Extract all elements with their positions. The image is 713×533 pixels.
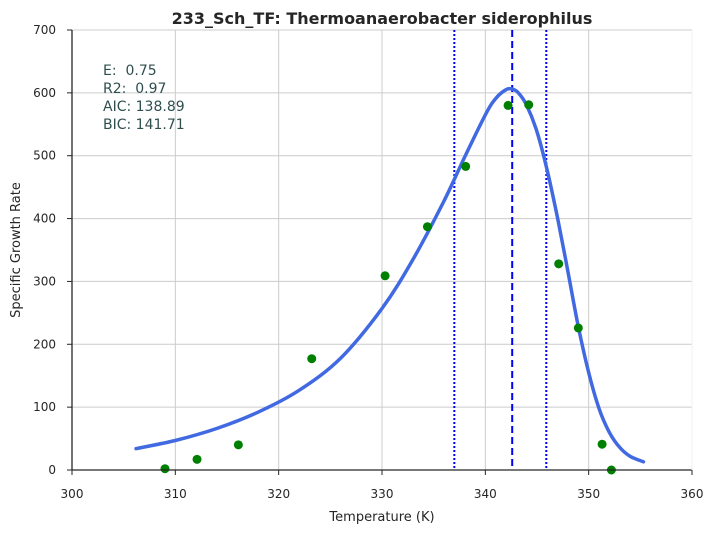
y-axis-label: Specific Growth Rate: [9, 182, 24, 318]
x-tick-label: 320: [267, 487, 290, 501]
data-point: [307, 354, 317, 364]
fit-statistic: AIC: 138.89: [103, 99, 185, 115]
x-tick-label: 330: [371, 487, 394, 501]
data-point: [503, 100, 513, 110]
grid: [72, 29, 692, 470]
y-tick-label: 100: [33, 400, 56, 414]
fit-series: [134, 86, 646, 464]
y-tick-label: 0: [48, 463, 56, 477]
data-point: [380, 271, 390, 281]
x-tick-label: 360: [681, 487, 704, 501]
fit-statistic: R2: 0.97: [103, 81, 166, 97]
y-tick-label: 500: [33, 149, 56, 163]
data-point: [192, 454, 202, 464]
x-tick-label: 350: [577, 487, 600, 501]
y-tick-label: 400: [33, 212, 56, 226]
y-tick-label: 200: [33, 337, 56, 351]
data-point: [554, 259, 564, 269]
fit-statistic: E: 0.75: [103, 63, 157, 79]
reference-lines: [453, 30, 548, 470]
x-tick-label: 300: [61, 487, 84, 501]
x-axis-label: Temperature (K): [328, 510, 434, 525]
data-point: [524, 100, 534, 110]
axes: [67, 29, 693, 475]
fit-statistics: E: 0.75 R2: 0.97 AIC: 138.89 BIC: 141.71: [103, 63, 185, 133]
x-tick-label: 310: [164, 487, 187, 501]
data-point: [461, 161, 471, 171]
tick-labels: 300 310 320 330 340 350 360 0 100 200 300 400 500 600…: [33, 23, 703, 501]
data-point: [160, 464, 170, 474]
data-point: [597, 439, 607, 449]
data-point: [422, 222, 432, 232]
data-point: [573, 323, 583, 333]
fit-curve: [134, 86, 646, 464]
data-point: [233, 440, 243, 450]
y-tick-label: 700: [33, 23, 56, 37]
x-tick-label: 340: [474, 487, 497, 501]
chart-title: 233_Sch_TF: Thermoanaerobacter siderophi…: [172, 9, 593, 28]
data-points: [160, 100, 616, 475]
y-tick-label: 300: [33, 274, 56, 288]
y-tick-label: 600: [33, 86, 56, 100]
fit-statistic: BIC: 141.71: [103, 117, 185, 133]
